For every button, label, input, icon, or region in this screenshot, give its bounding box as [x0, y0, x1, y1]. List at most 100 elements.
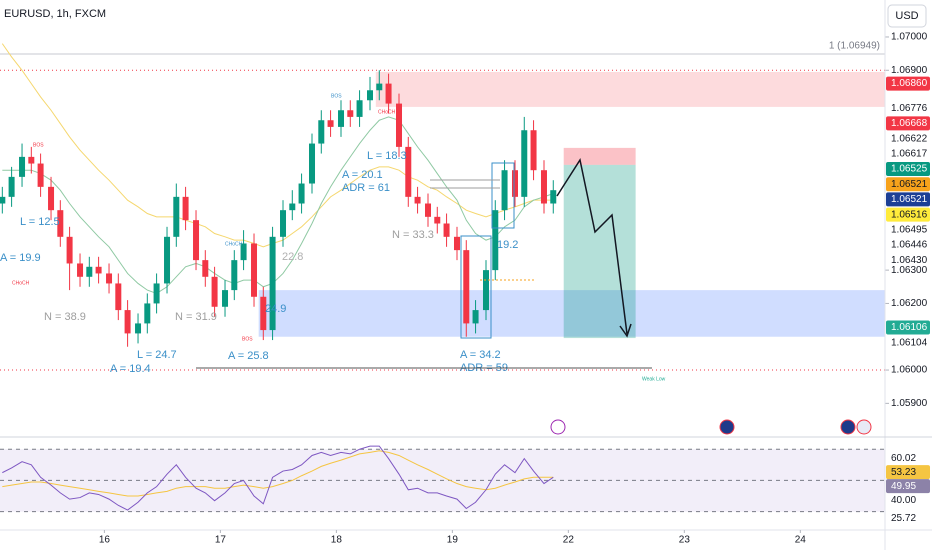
price-label: 1.06106	[891, 322, 928, 333]
candle-body	[347, 110, 354, 117]
price-label: 1.06495	[891, 224, 928, 235]
moving-average	[2, 116, 554, 294]
price-label: 1.06776	[891, 103, 928, 114]
candle-body	[318, 120, 325, 144]
price-label-box	[886, 207, 930, 222]
y-tick-label: 1.07000	[891, 32, 928, 43]
candle-body	[472, 310, 479, 324]
candle-body	[211, 276, 218, 307]
candle-body	[521, 130, 528, 197]
price-label-box	[886, 320, 930, 335]
candle-body	[115, 283, 122, 311]
annotation: BOS	[242, 336, 253, 342]
event-icon[interactable]	[856, 419, 872, 435]
candle-body	[269, 236, 276, 331]
price-label-box	[886, 76, 930, 91]
event-icon[interactable]	[719, 419, 735, 435]
price-label: 53.23	[891, 467, 916, 478]
annotation: CHoCH	[12, 280, 30, 286]
zone	[375, 71, 885, 107]
annotation: ADR = 61	[342, 182, 390, 194]
candle-body	[202, 260, 209, 277]
price-label: 1.06446	[891, 240, 928, 251]
currency-button-label[interactable]: USD	[895, 10, 918, 22]
annotation: N = 33.3	[392, 229, 434, 241]
price-label: 25.72	[891, 513, 916, 524]
candle-body	[309, 143, 316, 184]
x-tick-label: 24	[795, 535, 807, 546]
x-tick-label: 18	[331, 535, 343, 546]
annotation: N = 31.9	[175, 311, 217, 323]
price-label: 49.95	[891, 481, 916, 492]
x-tick-label: 16	[99, 535, 111, 546]
annotation: L = 24.7	[137, 349, 177, 361]
candle-body	[530, 130, 537, 171]
candle-body	[135, 323, 142, 334]
annotation: A = 25.8	[228, 350, 269, 362]
candle-body	[66, 236, 73, 264]
candle-body	[463, 250, 470, 324]
candle-body	[222, 290, 229, 307]
candle-body	[48, 186, 55, 211]
candle-body	[106, 273, 113, 284]
candle-body	[492, 210, 499, 271]
x-tick-label: 19	[447, 535, 459, 546]
annotation: 24.9	[265, 303, 286, 315]
candle-body	[19, 156, 26, 177]
candle-body	[144, 303, 151, 324]
candle-body	[95, 266, 102, 274]
y-tick-label: 1.05900	[891, 398, 928, 409]
candle-body	[367, 90, 374, 101]
currency-button[interactable]	[887, 4, 927, 28]
annotation: A = 19.9	[0, 252, 41, 264]
event-icon[interactable]	[550, 419, 566, 435]
zone	[563, 147, 636, 165]
annotation: A = 20.1	[342, 169, 383, 181]
y-tick-label: 1.06900	[891, 65, 928, 76]
price-label: 1.06668	[891, 118, 928, 129]
annotation: BOS	[331, 93, 342, 99]
candle-body	[414, 196, 421, 204]
price-label: 1.06104	[891, 337, 928, 348]
candle-body	[153, 283, 160, 304]
candle-body	[298, 183, 305, 204]
candle-body	[8, 176, 15, 197]
price-axis: 1.07000 1.06900 1.06300 1.06200 1.06000 1.059…	[885, 32, 930, 524]
price-label: 1.06622	[891, 133, 928, 144]
candle-body	[280, 210, 287, 237]
price-label-box	[886, 116, 930, 131]
price-label-box	[886, 465, 930, 480]
price-label-box	[886, 192, 930, 207]
x-tick-label: 22	[563, 535, 575, 546]
candle-body	[77, 263, 84, 277]
candle-body	[356, 100, 363, 117]
candle-body	[251, 243, 258, 297]
annotation: L = 18.3	[367, 150, 407, 162]
event-icons	[550, 419, 872, 435]
moving-average	[1, 43, 554, 248]
candle-body	[164, 236, 171, 284]
annotation: 19.2	[497, 239, 518, 251]
annotation: CHoCH	[225, 241, 243, 247]
candle-body	[0, 196, 6, 204]
event-icon[interactable]	[840, 419, 856, 435]
chart-title: EURUSD, 1h, FXCM	[4, 8, 106, 20]
candle-body	[260, 296, 267, 331]
rsi-pane	[0, 445, 885, 513]
price-label-box	[886, 162, 930, 177]
price-label: 1.06521	[891, 194, 928, 205]
candle-body	[240, 243, 247, 261]
price-label: 1.06430	[891, 255, 928, 266]
candle-body	[182, 196, 189, 221]
candle-body	[327, 120, 334, 127]
price-label: 60.02	[891, 453, 916, 464]
rsi-line	[2, 450, 554, 497]
candle-body	[443, 223, 450, 237]
range-box	[491, 162, 515, 229]
projection-arrow	[556, 158, 628, 335]
candle-body	[425, 203, 432, 217]
candle-body	[550, 190, 557, 204]
price-label: 1.06617	[891, 148, 928, 159]
candle-body	[37, 163, 44, 187]
